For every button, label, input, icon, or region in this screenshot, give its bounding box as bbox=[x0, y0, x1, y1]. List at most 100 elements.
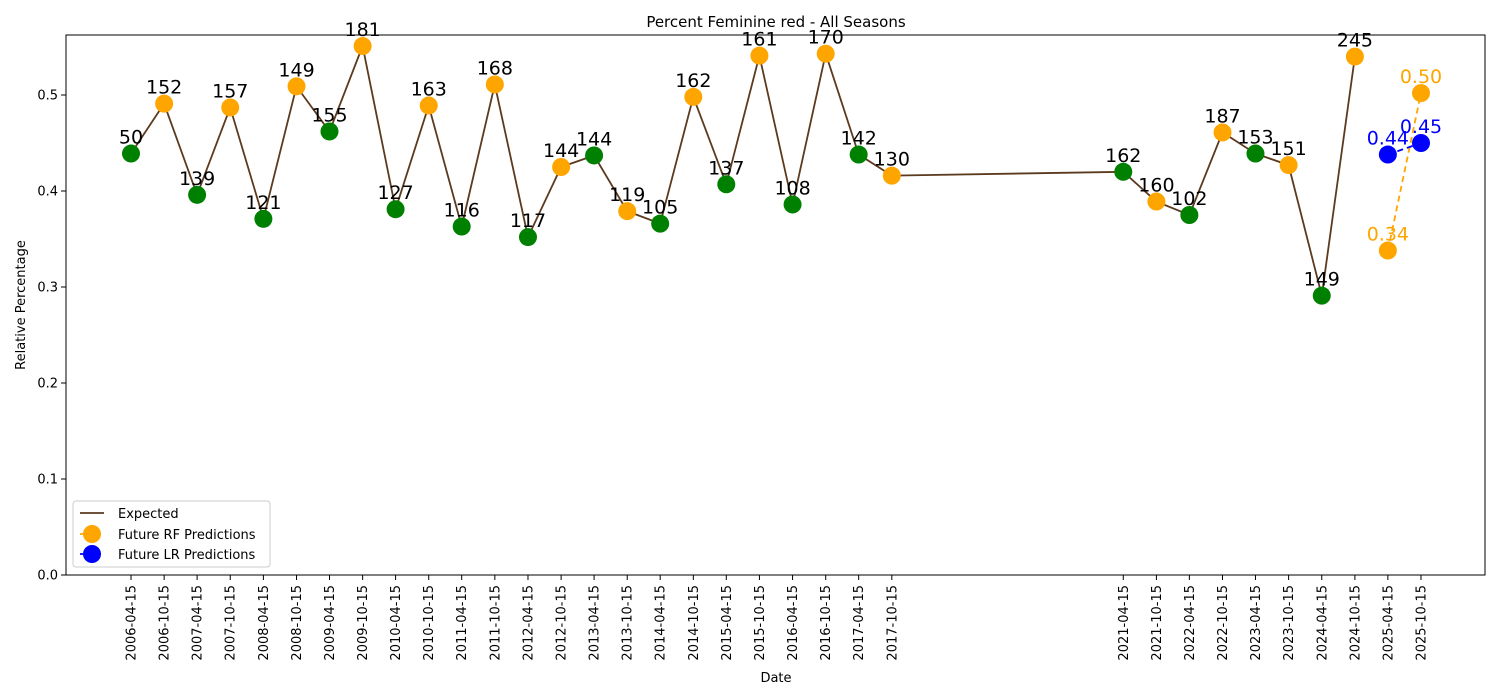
y-tick-label: 0.5 bbox=[37, 89, 58, 104]
data-point bbox=[1345, 47, 1364, 66]
data-label: 157 bbox=[212, 80, 248, 102]
x-tick-label: 2006-10-15 bbox=[158, 585, 173, 661]
legend-rf-marker bbox=[83, 525, 101, 543]
legend: Expected Future RF Predictions Future LR… bbox=[72, 500, 271, 568]
x-tick-label: 2017-04-15 bbox=[852, 585, 867, 661]
legend-box bbox=[72, 500, 271, 568]
data-point bbox=[386, 200, 405, 219]
data-label: 108 bbox=[774, 177, 810, 199]
y-axis-label: Relative Percentage bbox=[14, 240, 29, 370]
x-tick-label: 2015-10-15 bbox=[753, 585, 768, 661]
x-tick-label: 2014-10-15 bbox=[687, 585, 702, 661]
data-label: 151 bbox=[1270, 138, 1306, 160]
data-label: 187 bbox=[1204, 105, 1240, 127]
data-point bbox=[1213, 123, 1232, 142]
data-point bbox=[155, 94, 174, 113]
x-tick-label: 2013-10-15 bbox=[621, 585, 636, 661]
data-label: 245 bbox=[1337, 30, 1373, 52]
lr-prediction-label: 0.44 bbox=[1367, 128, 1409, 150]
data-label: 119 bbox=[609, 184, 645, 206]
x-axis-label: Date bbox=[760, 671, 791, 686]
data-label: 144 bbox=[543, 140, 579, 162]
data-label: 160 bbox=[1138, 175, 1174, 197]
rf-prediction-label: 0.50 bbox=[1400, 66, 1442, 88]
data-label: 127 bbox=[377, 182, 413, 204]
data-label: 170 bbox=[808, 27, 844, 49]
plot-frame bbox=[65, 34, 1486, 576]
data-label: 181 bbox=[344, 19, 380, 41]
data-label: 142 bbox=[841, 128, 877, 150]
x-tick-label: 2007-04-15 bbox=[191, 585, 206, 661]
y-tick-label: 0.3 bbox=[37, 281, 58, 296]
data-point bbox=[816, 44, 835, 63]
data-label: 137 bbox=[708, 157, 744, 179]
x-tick-label: 2012-04-15 bbox=[521, 585, 536, 661]
x-tick-label: 2010-10-15 bbox=[422, 585, 437, 661]
data-label: 153 bbox=[1237, 127, 1273, 149]
legend-lr-marker bbox=[83, 545, 101, 563]
x-tick-label: 2016-10-15 bbox=[819, 585, 834, 661]
data-point bbox=[1114, 162, 1133, 181]
x-tick-label: 2025-04-15 bbox=[1381, 585, 1396, 661]
x-tick-label: 2015-04-15 bbox=[720, 585, 735, 661]
data-point bbox=[849, 145, 868, 164]
data-label: 139 bbox=[179, 168, 215, 190]
y-tick-label: 0.4 bbox=[37, 185, 58, 200]
data-point bbox=[353, 37, 372, 56]
data-label: 144 bbox=[576, 128, 612, 150]
data-label: 50 bbox=[119, 127, 143, 149]
data-label: 152 bbox=[146, 77, 182, 99]
x-tick-label: 2012-10-15 bbox=[555, 585, 570, 661]
data-point bbox=[684, 87, 703, 106]
data-point bbox=[452, 217, 471, 236]
x-tick-label: 2011-10-15 bbox=[488, 585, 503, 661]
rf-prediction-label: 0.34 bbox=[1367, 224, 1409, 246]
y-tick-label: 0.2 bbox=[37, 377, 58, 392]
x-tick-label: 2023-04-15 bbox=[1249, 585, 1264, 661]
x-tick-label: 2011-04-15 bbox=[455, 585, 470, 661]
plot-area: 50 152 139 157 121 149 155 181 127 163 116 168 117 14… bbox=[119, 19, 1442, 305]
y-axis: 0.0 0.1 0.2 0.3 0.4 0.5 bbox=[37, 89, 66, 584]
x-tick-label: 2013-04-15 bbox=[588, 585, 603, 661]
lr-prediction-label: 0.45 bbox=[1400, 116, 1442, 138]
x-tick-label: 2024-10-15 bbox=[1348, 585, 1363, 661]
x-axis: 2006-04-15 2006-10-15 2007-04-15 2007-10-15… bbox=[125, 575, 1430, 661]
data-label: 116 bbox=[444, 200, 480, 222]
data-point bbox=[717, 175, 736, 194]
x-tick-label: 2017-10-15 bbox=[885, 585, 900, 661]
data-point bbox=[485, 75, 504, 94]
data-label: 149 bbox=[278, 59, 314, 81]
x-tick-label: 2008-10-15 bbox=[290, 585, 305, 661]
data-point bbox=[882, 166, 901, 185]
data-label: 163 bbox=[411, 79, 447, 101]
data-point bbox=[1312, 286, 1331, 305]
data-point bbox=[1279, 156, 1298, 175]
rf-prediction-point bbox=[1378, 241, 1397, 260]
series-line-rf bbox=[1387, 92, 1422, 251]
data-point bbox=[518, 228, 537, 247]
data-label: 117 bbox=[510, 210, 546, 232]
data-label: 162 bbox=[675, 70, 711, 92]
data-point bbox=[188, 185, 207, 204]
x-tick-label: 2009-10-15 bbox=[356, 585, 371, 661]
x-tick-label: 2022-04-15 bbox=[1183, 585, 1198, 661]
data-point bbox=[750, 46, 769, 65]
data-label: 161 bbox=[741, 29, 777, 51]
data-point bbox=[585, 146, 604, 165]
x-tick-label: 2016-04-15 bbox=[786, 585, 801, 661]
x-tick-label: 2010-04-15 bbox=[389, 585, 404, 661]
legend-lr-label: Future LR Predictions bbox=[118, 548, 256, 563]
data-label: 121 bbox=[245, 192, 281, 214]
legend-expected-label: Expected bbox=[118, 507, 179, 522]
data-point bbox=[651, 214, 670, 233]
x-tick-label: 2024-04-15 bbox=[1315, 585, 1330, 661]
data-label: 102 bbox=[1171, 188, 1207, 210]
data-point bbox=[1246, 144, 1265, 163]
x-tick-label: 2014-04-15 bbox=[654, 585, 669, 661]
chart-title: Percent Feminine red - All Seasons bbox=[646, 13, 906, 31]
data-point bbox=[552, 158, 571, 176]
data-label: 149 bbox=[1304, 269, 1340, 291]
data-point bbox=[287, 77, 306, 96]
data-point bbox=[221, 98, 240, 117]
